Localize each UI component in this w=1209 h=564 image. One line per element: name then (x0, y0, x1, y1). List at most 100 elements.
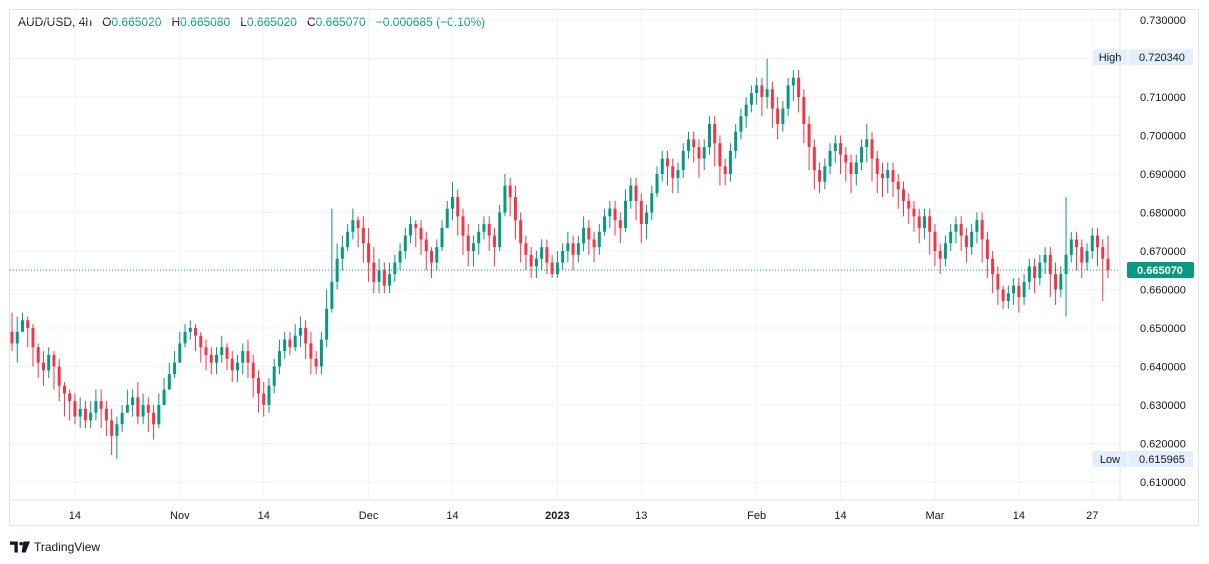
candle-body (277, 351, 281, 367)
candlestick-chart[interactable]: 0.7300000.7200000.7100000.7000000.690000… (0, 0, 1209, 530)
candle-body (692, 139, 696, 148)
candle-body (131, 397, 135, 405)
candle-body (241, 351, 245, 363)
candle-body (152, 412, 156, 425)
legend-interval: 4h (78, 15, 93, 29)
candle-body (812, 147, 816, 171)
candle-body (629, 185, 633, 201)
candle-body (1059, 274, 1063, 290)
candle-body (728, 150, 732, 174)
candle-body (839, 143, 843, 155)
candle-body (125, 405, 129, 413)
candle-body (849, 162, 853, 174)
candle-body (272, 366, 276, 386)
candle-body (351, 220, 355, 232)
candle-body (20, 320, 24, 332)
candle-body (15, 331, 19, 344)
candle-body (487, 224, 491, 236)
legend-change: −0.000685 (−0.10%) (375, 15, 486, 29)
candle-body (41, 362, 45, 371)
candle-body (178, 343, 182, 363)
candle-body (1106, 258, 1110, 271)
candle-body (802, 97, 806, 124)
candle-body (755, 85, 759, 94)
candle-body (419, 227, 423, 240)
legend-high-value: 0.665080 (180, 15, 231, 29)
candle-body (844, 154, 848, 163)
candle-body (566, 243, 570, 251)
candle-body (31, 328, 35, 348)
candle-body (424, 239, 428, 251)
candle-body (513, 197, 517, 221)
candle-body (319, 339, 323, 367)
y-tick-label: 0.730000 (1140, 15, 1186, 27)
candle-body (1090, 235, 1094, 251)
low-badge (1093, 451, 1193, 468)
candle-body (230, 358, 234, 371)
footer-brand-text: TradingView (34, 540, 101, 554)
candle-body (1006, 293, 1010, 302)
candle-body (167, 374, 171, 390)
candle-body (618, 220, 622, 228)
y-tick-label: 0.610000 (1140, 477, 1186, 489)
candle-body (1033, 266, 1037, 278)
candle-body (314, 358, 318, 367)
legend-close-value: 0.665070 (315, 15, 366, 29)
candle-body (367, 243, 371, 263)
candle-body (157, 405, 161, 425)
candle-body (524, 243, 528, 255)
chart-frame[interactable] (9, 9, 1199, 526)
candle-body (78, 408, 82, 417)
candle-body (47, 354, 51, 371)
y-tick-label: 0.700000 (1140, 131, 1186, 143)
ohlc-legend: AUD/USD, 4h O0.665020 H0.665080 L0.66502… (18, 15, 486, 29)
candle-body (707, 123, 711, 148)
candle-body (770, 89, 774, 109)
legend-open-value: 0.665020 (111, 15, 162, 29)
candle-body (1048, 254, 1052, 275)
candle-body (639, 200, 643, 225)
candle-body (120, 412, 124, 425)
x-tick-label: 13 (635, 510, 647, 522)
candle-body (881, 174, 885, 178)
candle-body (293, 335, 297, 348)
candle-body (298, 328, 302, 336)
candle-body (199, 335, 203, 348)
candle-body (471, 243, 475, 251)
candle-body (697, 147, 701, 159)
candle-body (907, 200, 911, 209)
candle-body (1012, 285, 1016, 294)
candle-body (734, 131, 738, 151)
candle-body (68, 393, 72, 402)
candle-body (115, 424, 119, 436)
candle-body (529, 254, 533, 267)
candle-body (377, 270, 381, 282)
footer-brand[interactable]: TradingView (10, 538, 100, 556)
candle-body (681, 150, 685, 171)
candle-body (949, 231, 953, 244)
candle-body (498, 212, 502, 248)
y-tick-label: 0.650000 (1140, 323, 1186, 335)
y-tick-label: 0.620000 (1140, 439, 1186, 451)
candle-body (786, 85, 790, 109)
high-label: High (1099, 52, 1122, 64)
candle-body (634, 185, 638, 201)
candle-body (891, 170, 895, 182)
candle-body (1001, 289, 1005, 302)
candle-body (398, 251, 402, 263)
y-tick-label: 0.710000 (1140, 92, 1186, 104)
candle-body (288, 339, 292, 348)
candle-body (608, 208, 612, 217)
candle-body (461, 216, 465, 236)
candle-body (361, 227, 365, 244)
candle-body (162, 389, 166, 405)
candle-body (964, 235, 968, 248)
candle-body (624, 200, 628, 228)
candle-body (943, 243, 947, 259)
candle-body (251, 362, 255, 379)
candle-body (645, 212, 649, 225)
candle-body (928, 216, 932, 232)
candle-body (283, 339, 287, 352)
candle-body (256, 378, 260, 394)
candle-body (860, 147, 864, 163)
